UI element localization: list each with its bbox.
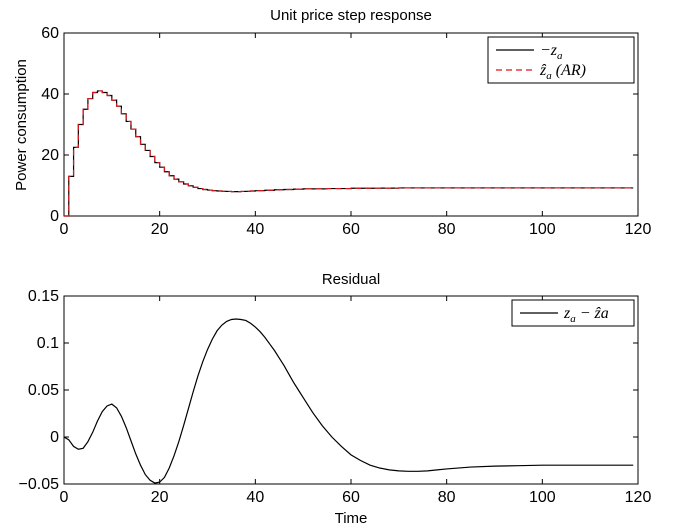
- series-group: [64, 90, 634, 217]
- y-tick-label: 0.1: [37, 335, 59, 352]
- x-tick-label: 120: [625, 489, 652, 506]
- chart-title: Residual: [322, 271, 380, 288]
- legend-label: ẑa (AR): [539, 62, 586, 82]
- x-tick-label: 0: [60, 221, 69, 238]
- series-line-1: [64, 90, 634, 217]
- y-tick-label: 0.15: [28, 288, 59, 305]
- y-tick-label: 0.05: [28, 382, 59, 399]
- x-tick-label: 80: [438, 221, 456, 238]
- chart-title: Unit price step response: [270, 7, 432, 24]
- x-tick-label: 40: [246, 221, 264, 238]
- x-tick-label: 100: [529, 221, 556, 238]
- x-tick-label: 20: [151, 489, 169, 506]
- legend-box: [487, 36, 635, 84]
- x-tick-label: 20: [151, 221, 169, 238]
- y-tick-label: −0.05: [19, 476, 60, 493]
- chart-step-response: Unit price step response 0 20 40 60 80 100 120…: [13, 7, 651, 238]
- y-tick-label: 0: [50, 208, 59, 225]
- x-tick-label: 100: [529, 489, 556, 506]
- axis-ticks: 0 20 40 60 80 100 120 0 20 40 60: [41, 25, 651, 238]
- x-tick-label: 0: [60, 489, 69, 506]
- x-axis-label: Time: [335, 510, 368, 527]
- x-tick-label: 80: [438, 489, 456, 506]
- plot-area: [63, 295, 639, 485]
- y-axis-label: Power consumption: [13, 59, 30, 191]
- legend: za − ẑa: [511, 299, 635, 327]
- y-tick-label: 0: [50, 429, 59, 446]
- legend-label: za − ẑa: [563, 305, 609, 325]
- chart-residual: Residual 0 20 40 60 80 100 120−0.0500.050.10.1…: [19, 271, 652, 527]
- series-line-0: [63, 318, 634, 484]
- legend-label: −za: [540, 42, 563, 62]
- x-tick-label: 40: [246, 489, 264, 506]
- x-tick-label: 60: [342, 489, 360, 506]
- y-tick-label: 20: [41, 147, 59, 164]
- series-group: [63, 318, 634, 484]
- y-tick-label: 60: [41, 25, 59, 42]
- y-tick-label: 40: [41, 86, 59, 103]
- x-tick-label: 120: [625, 221, 652, 238]
- x-tick-label: 60: [342, 221, 360, 238]
